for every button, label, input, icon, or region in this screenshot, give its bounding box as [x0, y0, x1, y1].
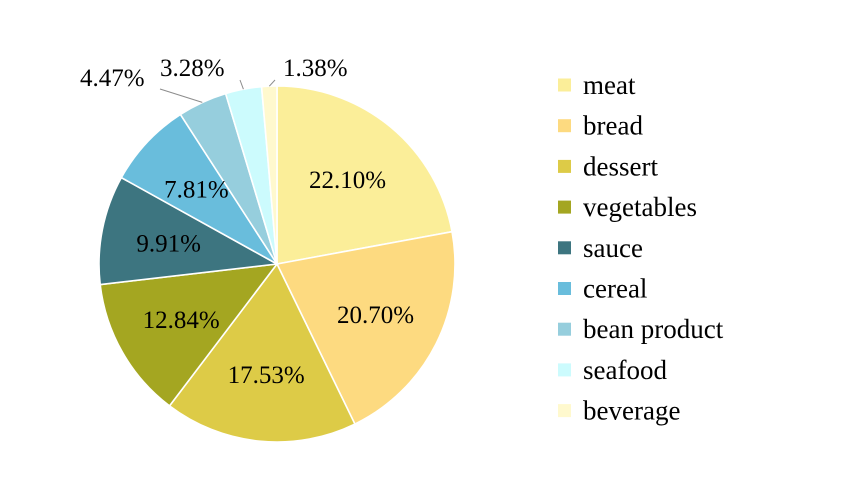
- pie-slice-bread: [275, 230, 456, 426]
- legend-label-cereal: cereal: [583, 274, 647, 304]
- slice-label-bread: 20.70%: [337, 302, 414, 329]
- legend-swatch-dessert: [558, 159, 571, 173]
- leader-line-bean-product: [159, 88, 203, 103]
- legend-label-meat: meat: [583, 70, 636, 100]
- legend-label-bean-product: bean product: [583, 314, 724, 344]
- legend-swatch-sauce: [558, 241, 571, 255]
- legend-swatch-bean-product: [558, 322, 571, 336]
- slice-label-cereal: 7.81%: [164, 177, 229, 204]
- legend-swatch-cereal: [558, 282, 571, 295]
- legend-swatch-meat: [558, 78, 571, 92]
- slice-label-seafood: 3.28%: [160, 55, 225, 82]
- slice-label-beverage: 1.38%: [283, 55, 348, 82]
- pie-slice-vegetables: [99, 262, 279, 408]
- leader-lines: [159, 79, 276, 103]
- legend-swatch-bread: [558, 119, 571, 133]
- legend-swatch-vegetables: [558, 200, 571, 214]
- legend-label-beverage: beverage: [583, 396, 680, 426]
- legend: meat bread dessert vegetables sauce cereal bea…: [558, 70, 724, 426]
- pie-slice-meat: [276, 85, 453, 265]
- leader-line-beverage: [268, 79, 276, 87]
- pie-slice-dessert: [168, 262, 356, 443]
- slice-labels: 22.10% 20.70% 17.53% 12.84% 9.91% 7.81% 4.47% 3…: [80, 55, 414, 389]
- slice-label-sauce: 9.91%: [136, 231, 201, 258]
- slice-label-dessert: 17.53%: [228, 362, 305, 389]
- legend-swatch-beverage: [558, 404, 571, 418]
- leader-line-seafood: [239, 79, 244, 90]
- legend-swatch-seafood: [558, 363, 571, 377]
- legend-label-bread: bread: [583, 111, 643, 141]
- slice-label-meat: 22.10%: [309, 167, 386, 194]
- legend-label-seafood: seafood: [583, 355, 667, 385]
- legend-label-dessert: dessert: [583, 151, 658, 181]
- slice-label-vegetables: 12.84%: [143, 307, 220, 334]
- pie-slice-sauce: [98, 176, 280, 286]
- pie-slices: [98, 85, 456, 443]
- slice-label-bean-product: 4.47%: [80, 65, 145, 92]
- legend-label-sauce: sauce: [583, 233, 643, 263]
- legend-label-vegetables: vegetables: [583, 192, 697, 222]
